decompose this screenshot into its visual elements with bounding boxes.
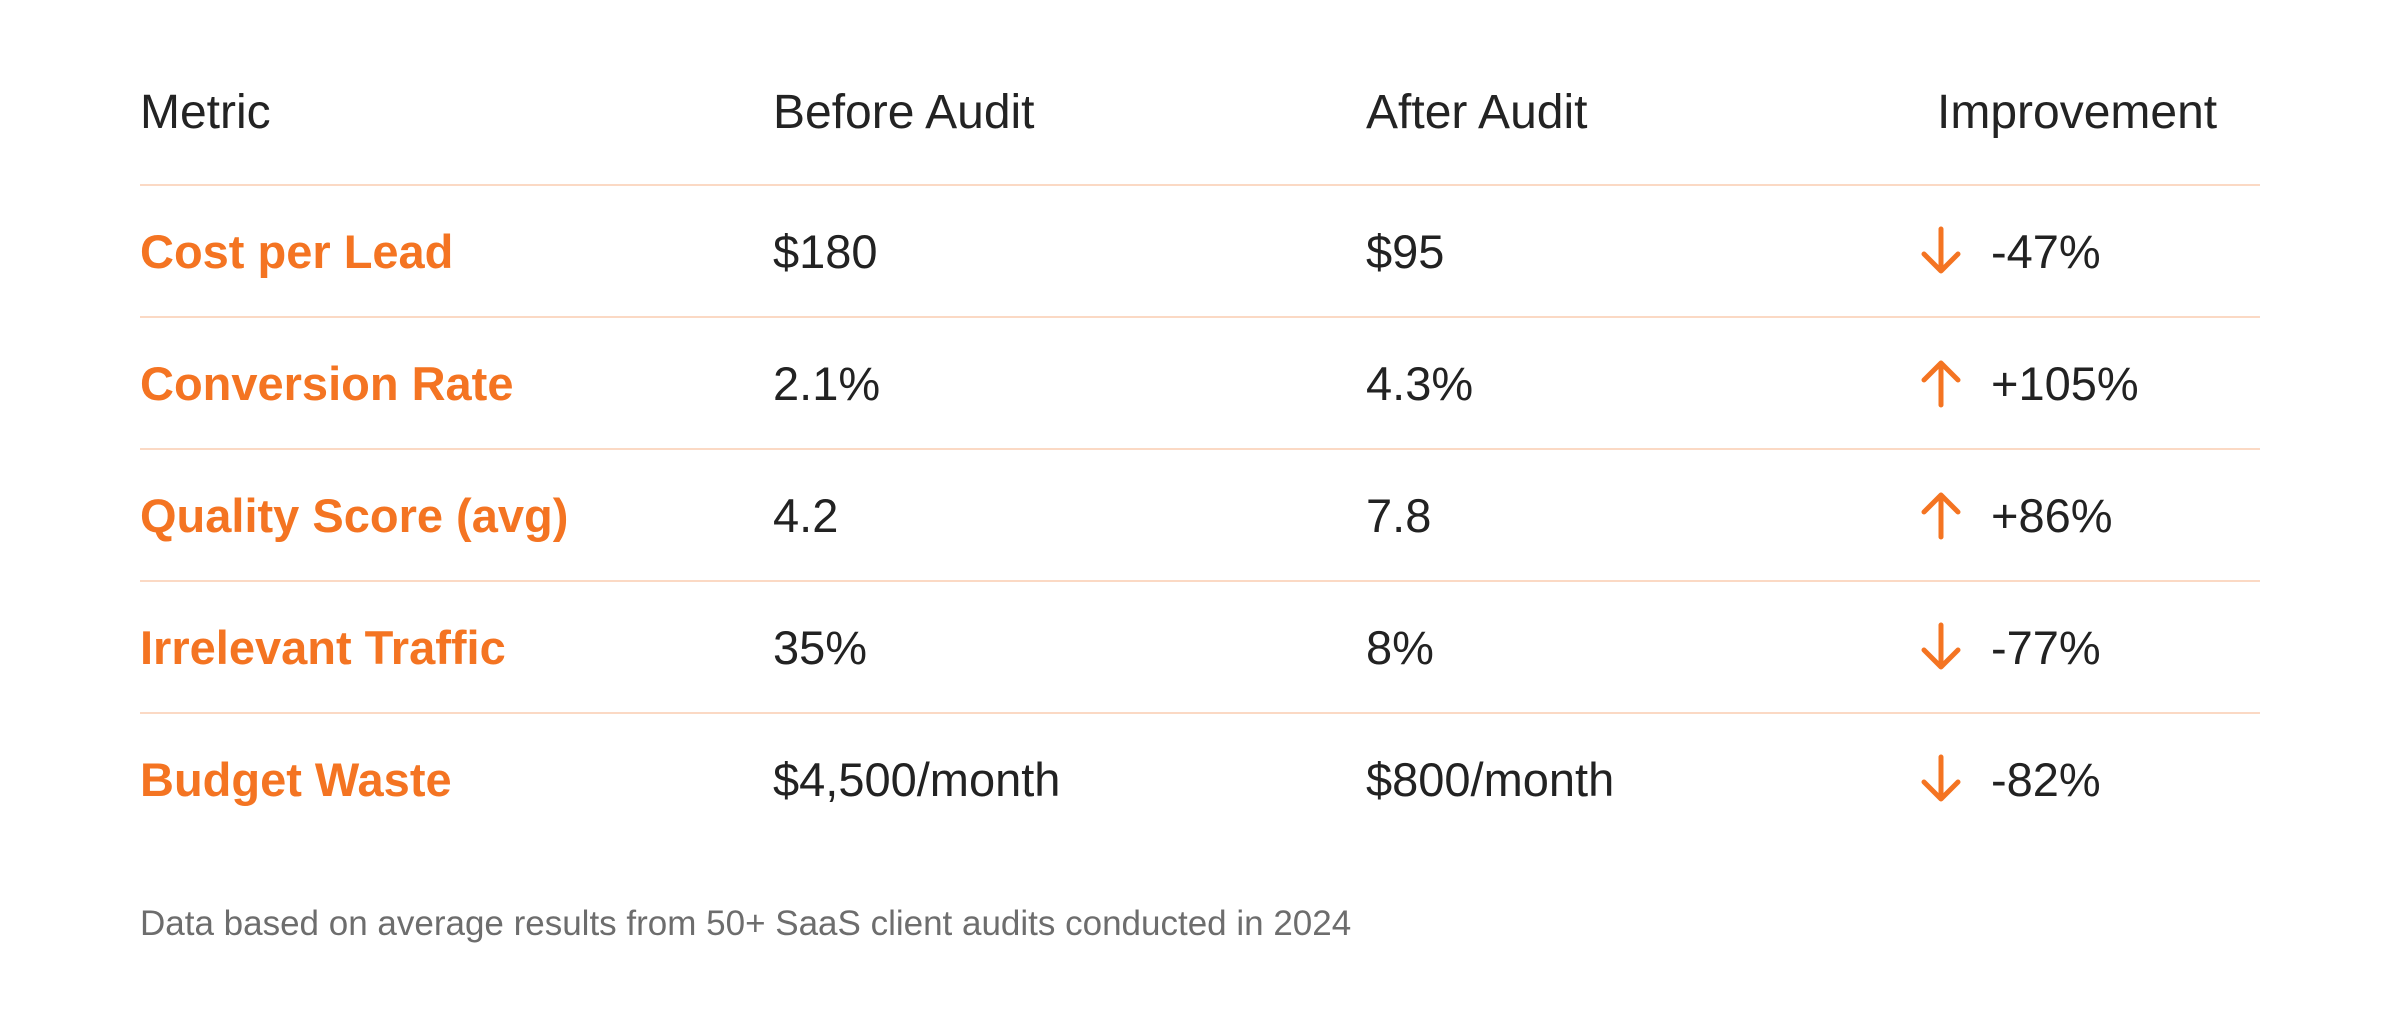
improvement-value: +105% [1991,356,2139,410]
after-value: $95 [1366,185,1919,318]
header-metric: Metric [140,40,773,186]
after-value: 7.8 [1366,449,1919,582]
arrow-down-icon [1919,226,1963,276]
table-body: Cost per Lead $180 $95 -47% Conversion Rate 2… [140,185,2260,844]
table-row: Budget Waste $4,500/month $800/month -82% [140,713,2260,844]
header-after-audit: After Audit [1366,40,1919,186]
header-improvement: Improvement [1919,40,2260,186]
metric-name: Quality Score (avg) [140,449,773,582]
improvement-cell: -47% [1919,185,2260,318]
table-row: Irrelevant Traffic 35% 8% -77% [140,581,2260,714]
after-value: 8% [1366,581,1919,714]
improvement-value: -77% [1991,620,2101,674]
before-value: 35% [773,581,1366,714]
before-value: $4,500/month [773,752,1061,806]
table-row: Quality Score (avg) 4.2 7.8 +86% [140,449,2260,582]
before-value: $180 [773,185,1366,318]
arrow-down-icon [1919,622,1963,672]
after-value: $800/month [1366,752,1615,806]
table-header-row: Metric Before Audit After Audit Improvem… [140,40,2260,186]
improvement-value: +86% [1991,488,2113,542]
metric-name: Irrelevant Traffic [140,581,773,714]
table-row: Conversion Rate 2.1% 4.3% +105% [140,317,2260,450]
header-before-audit: Before Audit [773,40,1366,186]
metric-name: Conversion Rate [140,317,773,450]
improvement-cell: +86% [1919,449,2260,582]
audit-metrics-table: Metric Before Audit After Audit Improvem… [140,40,2260,844]
before-value: 2.1% [773,317,1366,450]
metric-name: Budget Waste [140,752,452,806]
improvement-value: -47% [1991,224,2101,278]
improvement-cell: +105% [1919,317,2260,450]
metric-name: Cost per Lead [140,185,773,318]
arrow-up-icon [1919,490,1963,540]
improvement-cell: -77% [1919,581,2260,714]
footnote: Data based on average results from 50+ S… [140,904,1352,943]
improvement-value: -82% [1991,752,2101,806]
improvement-cell: -82% [1919,713,2260,844]
table-row: Cost per Lead $180 $95 -47% [140,185,2260,318]
arrow-down-icon [1919,754,1963,804]
arrow-up-icon [1919,358,1963,408]
before-value: 4.2 [773,449,1366,582]
after-value: 4.3% [1366,317,1919,450]
